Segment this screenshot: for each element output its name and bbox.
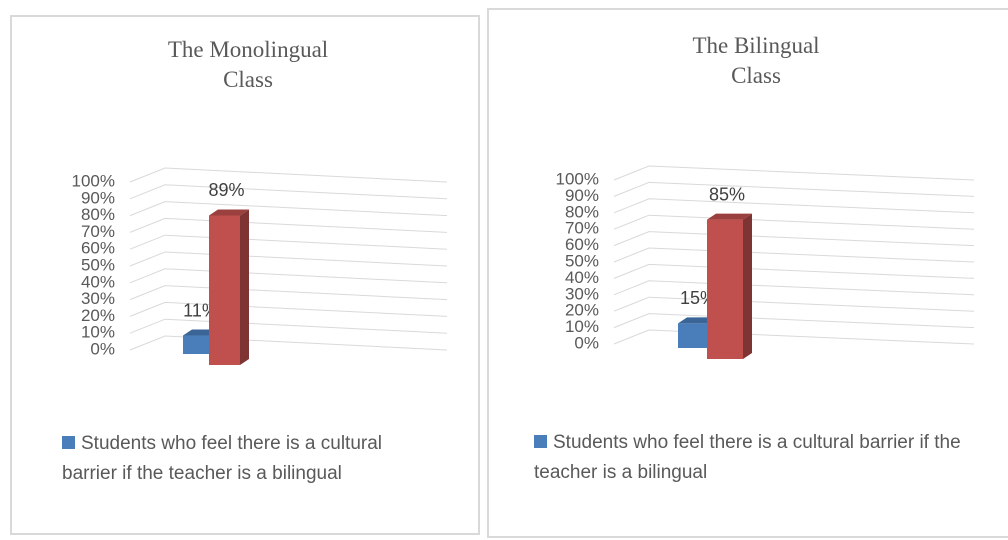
bar-side <box>240 209 249 365</box>
chart: The Bilingual Class 0%10%20%30%40%50%60%70… <box>556 33 975 359</box>
bar-front <box>183 335 214 354</box>
y-tick-label: 20% <box>565 301 599 320</box>
grid-line <box>129 167 448 183</box>
grid-line <box>613 313 975 329</box>
bar-top <box>707 213 752 220</box>
grid-line <box>613 231 975 247</box>
bar-front <box>707 219 743 359</box>
grid-line <box>613 329 975 345</box>
bar <box>209 209 249 365</box>
chart: The Monolingual Class 0%10%20%30%40%50%60%… <box>72 37 448 365</box>
value-label: 89% <box>208 180 244 200</box>
grid-line <box>613 296 975 312</box>
grid-line <box>613 198 975 214</box>
grid-line <box>613 263 975 279</box>
legend: Students who feel there is a cultural ba… <box>534 428 994 488</box>
y-tick-label: 90% <box>565 186 599 205</box>
legend-swatch <box>62 436 75 449</box>
y-tick-label: 0% <box>90 339 115 358</box>
chart-title: The Monolingual Class <box>168 37 328 92</box>
y-tick-label: 40% <box>81 272 115 291</box>
value-label: 85% <box>709 184 745 204</box>
y-tick-label: 90% <box>81 188 115 207</box>
y-tick-label: 70% <box>565 219 599 238</box>
bar-top <box>209 209 249 216</box>
y-tick-label: 10% <box>565 317 599 336</box>
legend-swatch <box>534 435 547 448</box>
grid-line <box>129 201 448 217</box>
y-tick-label: 80% <box>81 205 115 224</box>
y-tick-label: 10% <box>81 323 115 342</box>
bar-side <box>743 213 752 359</box>
grid-line <box>129 335 448 351</box>
page: {"chart_data": [ {"type": "bar3d", "titl… <box>10 8 1008 538</box>
y-tick-label: 20% <box>81 306 115 325</box>
chart-panel: The Bilingual Class 0% 10% 20% 30% 40% 50% 60% 70… <box>487 8 1008 538</box>
grid-line <box>613 165 975 181</box>
y-tick-label: 100% <box>72 171 115 190</box>
legend: Students who feel there is a cultural ba… <box>62 429 442 489</box>
y-tick-label: 70% <box>81 222 115 241</box>
grid-line <box>613 214 975 230</box>
y-tick-label: 60% <box>81 239 115 258</box>
grid-line <box>129 318 448 334</box>
grid-line <box>129 184 448 200</box>
y-tick-label: 60% <box>565 235 599 254</box>
y-tick-label: 30% <box>81 289 115 308</box>
y-tick-label: 100% <box>556 169 599 188</box>
chart-title: The Bilingual Class <box>692 33 819 88</box>
grid-line <box>129 251 448 267</box>
bar-front <box>209 215 240 365</box>
y-tick-label: 40% <box>565 268 599 287</box>
grid-line <box>129 268 448 284</box>
grid-line <box>613 247 975 263</box>
y-tick-label: 30% <box>565 284 599 303</box>
y-tick-label: 80% <box>565 202 599 221</box>
grid-line <box>613 280 975 296</box>
y-tick-label: 50% <box>565 251 599 270</box>
grid-line <box>129 217 448 233</box>
legend-label: Students who feel there is a cultural ba… <box>62 433 383 484</box>
grid-line <box>129 234 448 250</box>
grid-line <box>613 181 975 197</box>
legend-label: Students who feel there is a cultural ba… <box>534 432 961 483</box>
bar <box>707 213 752 359</box>
grid-line <box>129 301 448 317</box>
chart-panel: The Monolingual Class 0% 10% 20% 30% 40% 50% 60%… <box>10 15 480 535</box>
y-tick-label: 0% <box>574 333 599 352</box>
grid-line <box>129 285 448 301</box>
y-tick-label: 50% <box>81 255 115 274</box>
